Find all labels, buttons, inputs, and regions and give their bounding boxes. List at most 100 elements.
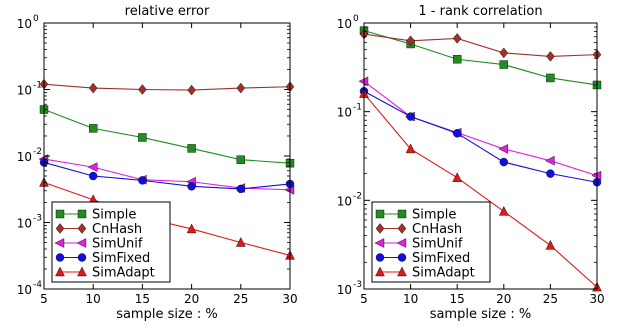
data-point-simadapt	[405, 143, 416, 154]
data-point-simunif	[498, 144, 508, 154]
data-point-simfixed	[546, 169, 555, 178]
y-tick-label: 10	[337, 283, 352, 297]
legend-marker	[55, 253, 65, 262]
legend-marker	[375, 223, 385, 234]
y-tick-base: 10	[337, 17, 352, 31]
y-tick-exponent: 0	[33, 14, 39, 24]
data-point-simple	[138, 133, 147, 142]
y-tick-label: 10	[17, 283, 32, 297]
y-tick-exponent: -4	[33, 280, 42, 290]
series-line-simunif	[363, 80, 598, 177]
legend-marker	[375, 266, 385, 277]
legend-marker	[54, 238, 65, 248]
data-point-simfixed	[138, 176, 147, 185]
y-tick-base: 10	[17, 217, 32, 231]
y-tick-label: 10	[337, 194, 352, 208]
data-point-simple	[236, 155, 246, 164]
data-point-cnhash	[546, 51, 555, 62]
x-tick-label: 10	[403, 292, 418, 306]
x-tick-label: 20	[184, 292, 199, 306]
legend-label-simadapt: SimAdapt	[92, 266, 155, 281]
data-point-cnhash	[406, 35, 415, 47]
legend-label-cnhash: CnHash	[412, 222, 462, 237]
data-point-cnhash	[236, 82, 246, 94]
x-tick-label: 30	[589, 292, 604, 306]
y-tick-exponent: -1	[353, 103, 362, 113]
y-tick-exponent: 0	[353, 14, 359, 24]
y-tick-base: 10	[337, 283, 352, 297]
y-tick-exponent: -1	[33, 81, 42, 91]
legend-box	[51, 201, 171, 283]
y-tick-label: 10	[17, 217, 32, 231]
x-tick-label: 20	[496, 292, 511, 306]
data-point-simfixed	[453, 129, 462, 138]
x-tick-label: 15	[450, 292, 465, 306]
x-tick-label: 25	[233, 292, 248, 306]
series-line-simple	[43, 109, 291, 164]
legend-label-simple: Simple	[92, 208, 136, 223]
data-point-simple	[546, 73, 555, 83]
data-point-simadapt	[498, 205, 509, 216]
y-tick-base: 10	[17, 84, 32, 98]
series-line-simadapt	[363, 93, 598, 288]
x-tick-label: 5	[40, 292, 48, 306]
series-line-cnhash	[363, 33, 598, 57]
legend-label-simunif: SimUnif	[92, 237, 143, 252]
legend-marker	[397, 223, 407, 234]
data-point-simadapt	[235, 237, 246, 247]
chart-title: relative error	[125, 4, 210, 19]
data-point-simunif	[544, 155, 555, 166]
series-line-simple	[363, 30, 598, 86]
x-tick-label: 5	[360, 292, 368, 306]
x-tick-label: 15	[135, 292, 150, 306]
legend-marker	[77, 209, 87, 219]
y-tick-label: 10	[337, 106, 352, 120]
legend-label-simfixed: SimFixed	[92, 251, 150, 266]
y-tick-base: 10	[17, 17, 32, 31]
legend-marker	[55, 266, 65, 277]
series-line-simunif	[43, 158, 291, 191]
y-tick-exponent: -3	[353, 280, 362, 290]
legend-marker	[77, 253, 87, 262]
legend-marker	[397, 209, 407, 219]
x-axis-label: sample size : %	[430, 307, 532, 322]
data-point-simple	[88, 124, 98, 133]
legend-marker	[55, 223, 65, 234]
plot-frame	[363, 22, 598, 290]
x-axis-label: sample size : %	[116, 307, 218, 322]
data-point-cnhash	[452, 33, 462, 44]
data-point-simple	[187, 144, 196, 153]
legend-box	[371, 201, 491, 283]
y-tick-base: 10	[17, 150, 32, 164]
y-tick-exponent: -2	[33, 147, 42, 157]
data-point-cnhash	[138, 84, 147, 95]
legend-marker	[397, 253, 407, 262]
x-tick-label: 10	[86, 292, 101, 306]
data-point-cnhash	[88, 82, 98, 94]
legend-marker	[374, 238, 385, 248]
y-tick-base: 10	[337, 194, 352, 208]
legend-marker	[396, 238, 407, 248]
y-tick-label: 10	[17, 84, 32, 98]
data-point-simadapt	[545, 239, 556, 250]
series-line-simfixed	[43, 161, 291, 190]
y-tick-base: 10	[17, 283, 32, 297]
data-point-simfixed	[236, 184, 246, 194]
legend-marker	[375, 209, 385, 219]
y-tick-label: 10	[17, 150, 32, 164]
y-tick-label: 10	[17, 17, 32, 31]
y-tick-exponent: -2	[353, 191, 362, 201]
legend-marker	[77, 266, 87, 277]
series-line-cnhash	[43, 83, 291, 91]
x-tick-label: 25	[543, 292, 558, 306]
data-point-simfixed	[499, 157, 508, 167]
legend-marker	[397, 266, 407, 277]
data-point-simple	[499, 60, 508, 69]
data-point-simfixed	[187, 182, 196, 191]
legend-marker	[77, 223, 87, 234]
legend-label-cnhash: CnHash	[92, 222, 142, 237]
